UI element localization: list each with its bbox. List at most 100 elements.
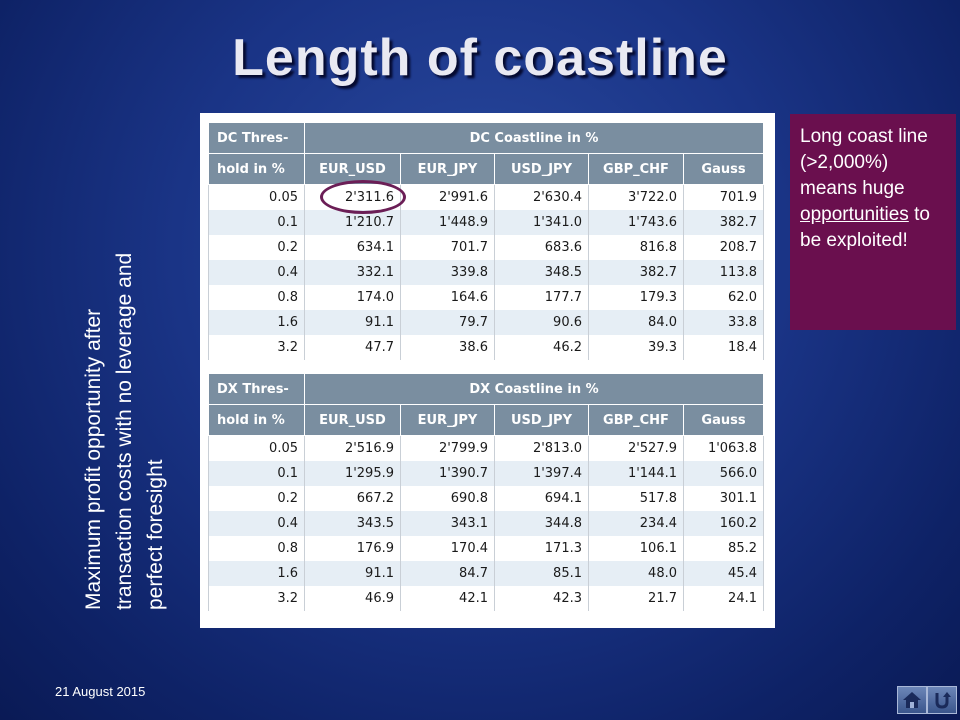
value-cell: 84.0 [588,310,684,335]
value-cell: 42.3 [494,586,589,611]
value-cell: 21.7 [588,586,684,611]
value-cell: 348.5 [494,260,589,285]
value-cell: 1'295.9 [304,461,401,486]
dc-table-body: 0.05 2'311.6 2'991.6 2'630.4 3'722.0 701.9 0.1… [208,184,764,360]
value-cell: 1'743.6 [588,210,684,235]
dc-thres-header-2: hold in % [208,153,305,185]
highlight-circle [320,180,406,214]
callout-text-end: to be exploited! [800,204,930,251]
threshold-cell: 0.2 [208,486,305,511]
value-cell: 106.1 [588,536,684,561]
table-row: 1.6 91.1 79.7 90.6 84.0 33.8 [208,310,764,335]
threshold-cell: 0.1 [208,210,305,235]
value-cell: 234.4 [588,511,684,536]
value-cell: 344.8 [494,511,589,536]
column-header: GBP_CHF [588,404,684,436]
column-header: Gauss [683,404,764,436]
threshold-cell: 0.05 [208,435,305,461]
return-button[interactable] [927,686,957,714]
column-header: Gauss [683,153,764,185]
value-cell: 42.1 [400,586,495,611]
value-cell: 174.0 [304,285,401,310]
value-cell: 179.3 [588,285,684,310]
dc-group-header: DC Coastline in % [304,122,764,154]
value-cell: 1'341.0 [494,210,589,235]
callout-underlined-text: opportunities [800,204,909,225]
column-header: EUR_JPY [400,404,495,436]
value-cell: 382.7 [588,260,684,285]
value-cell: 208.7 [683,235,764,260]
table-row: 0.05 2'516.9 2'799.9 2'813.0 2'527.9 1'063.8 [208,435,764,461]
value-cell: 39.3 [588,335,684,360]
table-row: 0.4 332.1 339.8 348.5 382.7 113.8 [208,260,764,285]
threshold-cell: 0.8 [208,285,305,310]
home-button[interactable] [897,686,927,714]
return-arrow-icon [935,692,951,709]
value-cell: 1'210.7 [304,210,401,235]
value-cell: 1'063.8 [683,435,764,461]
value-cell: 2'630.4 [494,184,589,210]
column-header: USD_JPY [494,153,589,185]
value-cell: 2'813.0 [494,435,589,461]
threshold-cell: 0.05 [208,184,305,210]
threshold-cell: 0.2 [208,235,305,260]
table-row: 0.2 634.1 701.7 683.6 816.8 208.7 [208,235,764,260]
threshold-cell: 3.2 [208,335,305,360]
threshold-cell: 0.4 [208,260,305,285]
value-cell: 18.4 [683,335,764,360]
value-cell: 46.9 [304,586,401,611]
threshold-cell: 1.6 [208,561,305,586]
value-cell: 566.0 [683,461,764,486]
column-header: EUR_USD [304,404,401,436]
value-cell: 176.9 [304,536,401,561]
value-cell: 171.3 [494,536,589,561]
value-cell: 45.4 [683,561,764,586]
table-row: 0.8 176.9 170.4 171.3 106.1 85.2 [208,536,764,561]
column-header: USD_JPY [494,404,589,436]
value-cell: 1'144.1 [588,461,684,486]
tables-panel: DC Thres- DC Coastline in % hold in % EU… [200,113,775,628]
value-cell: 113.8 [683,260,764,285]
value-cell: 24.1 [683,586,764,611]
value-cell: 38.6 [400,335,495,360]
value-cell: 634.1 [304,235,401,260]
threshold-cell: 0.8 [208,536,305,561]
dx-coastline-table: DX Thres- DX Coastline in % hold in % EU… [208,373,764,611]
value-cell: 332.1 [304,260,401,285]
value-cell: 84.7 [400,561,495,586]
value-cell: 816.8 [588,235,684,260]
value-cell: 91.1 [304,561,401,586]
dc-coastline-table: DC Thres- DC Coastline in % hold in % EU… [208,122,764,360]
value-cell: 517.8 [588,486,684,511]
value-cell: 694.1 [494,486,589,511]
value-cell: 2'991.6 [400,184,495,210]
dx-thres-header-2: hold in % [208,404,305,436]
value-cell: 301.1 [683,486,764,511]
value-cell: 79.7 [400,310,495,335]
value-cell: 701.9 [683,184,764,210]
value-cell: 343.1 [400,511,495,536]
callout-text: Long coast line (>2,000%) means huge [800,126,928,199]
value-cell: 177.7 [494,285,589,310]
value-cell: 1'448.9 [400,210,495,235]
value-cell: 667.2 [304,486,401,511]
threshold-cell: 1.6 [208,310,305,335]
value-cell: 91.1 [304,310,401,335]
table-row: 0.1 1'210.7 1'448.9 1'341.0 1'743.6 382.7 [208,210,764,235]
value-cell: 33.8 [683,310,764,335]
value-cell: 3'722.0 [588,184,684,210]
column-header: EUR_JPY [400,153,495,185]
value-cell: 170.4 [400,536,495,561]
callout-box: Long coast line (>2,000%) means huge opp… [790,114,956,330]
value-cell: 2'516.9 [304,435,401,461]
slide-date: 21 August 2015 [55,684,146,699]
table-row: 0.05 2'311.6 2'991.6 2'630.4 3'722.0 701.9 [208,184,764,210]
value-cell: 48.0 [588,561,684,586]
table-row: 3.2 47.7 38.6 46.2 39.3 18.4 [208,335,764,360]
value-cell: 85.2 [683,536,764,561]
value-cell: 62.0 [683,285,764,310]
value-cell: 164.6 [400,285,495,310]
slide-title: Length of coastline [232,29,728,87]
dc-thres-header: DC Thres- [208,122,305,154]
value-cell: 339.8 [400,260,495,285]
